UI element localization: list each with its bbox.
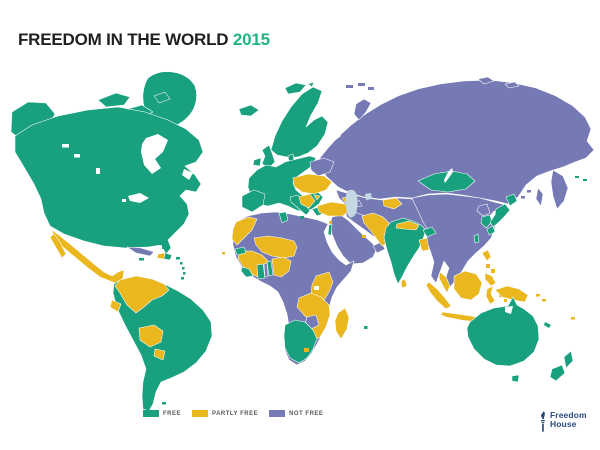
region-north-america xyxy=(10,71,204,302)
freedom-house-logo: Freedom House xyxy=(538,411,587,433)
torch-icon xyxy=(541,411,545,432)
region-inland-waters xyxy=(345,168,453,218)
legend-item-partly-free: PARTLY FREE xyxy=(192,410,258,417)
page-title: FREEDOM IN THE WORLD 2015 xyxy=(18,30,270,50)
map-legend: FREE PARTLY FREE NOT FREE xyxy=(143,410,323,417)
logo-line1: Freedom xyxy=(550,410,587,420)
legend-swatch-free xyxy=(143,410,159,417)
page-title-main: FREEDOM IN THE WORLD xyxy=(18,30,229,49)
legend-swatch-not-free xyxy=(269,410,286,417)
legend-item-not-free: NOT FREE xyxy=(269,410,323,417)
freedom-house-wordmark: Freedom House xyxy=(550,411,587,429)
legend-label-partly-free: PARTLY FREE xyxy=(212,410,259,417)
region-asia xyxy=(319,76,595,326)
region-south-america xyxy=(109,275,213,412)
legend-item-free: FREE xyxy=(143,410,181,417)
legend-label-not-free: NOT FREE xyxy=(289,410,324,417)
region-oceania xyxy=(466,285,575,383)
logo-line2: House xyxy=(550,419,577,429)
page-title-year: 2015 xyxy=(232,30,270,49)
region-africa xyxy=(222,211,368,366)
legend-label-free: FREE xyxy=(163,410,182,417)
region-europe xyxy=(238,81,363,219)
legend-swatch-partly-free xyxy=(192,410,209,417)
